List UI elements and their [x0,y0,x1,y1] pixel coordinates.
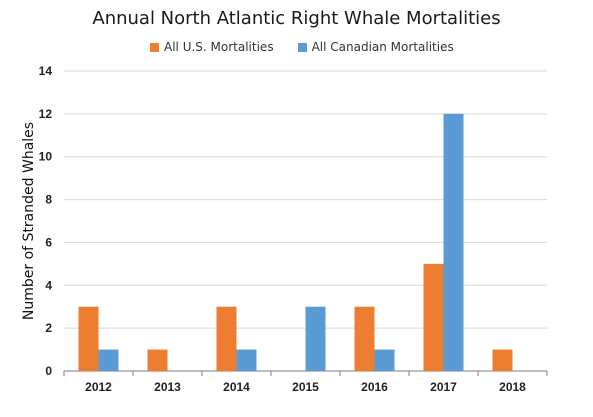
bar-canada [305,306,326,371]
bar-canada [374,349,395,371]
y-tick-label: 14 [39,64,53,78]
y-tick-label: 2 [45,321,52,335]
x-tick-label: 2015 [292,380,319,394]
y-tick-label: 4 [45,278,52,292]
bar-us [354,306,375,371]
bar-us [423,263,444,371]
bar-us [147,349,168,371]
y-tick-label: 12 [39,107,53,121]
legend: All U.S. Mortalities All Canadian Mortal… [150,40,478,54]
bar-canada [98,349,119,371]
bar-us [216,306,237,371]
y-tick-label: 6 [45,235,52,249]
x-tick-label: 2018 [499,380,526,394]
x-tick-label: 2016 [361,380,388,394]
y-tick-label: 0 [45,364,52,378]
legend-label-us: All U.S. Mortalities [164,40,274,54]
x-tick-label: 2012 [85,380,112,394]
legend-swatch-us [150,42,159,52]
y-tick-label: 10 [39,150,53,164]
legend-item-us: All U.S. Mortalities [150,40,274,54]
bar-us [492,349,513,371]
chart-title: Annual North Atlantic Right Whale Mortal… [92,8,501,29]
x-tick-label: 2013 [154,380,181,394]
y-tick-label: 8 [45,193,52,207]
x-tick-label: 2017 [430,380,457,394]
legend-label-canada: All Canadian Mortalities [311,40,454,54]
bar-canada [443,113,464,371]
legend-swatch-canada [297,42,307,52]
x-tick-label: 2014 [223,380,250,394]
bar-canada [236,349,257,371]
legend-item-canada: All Canadian Mortalities [297,40,454,54]
bar-us [78,306,99,371]
y-axis-label: Number of Stranded Whales [21,122,37,320]
